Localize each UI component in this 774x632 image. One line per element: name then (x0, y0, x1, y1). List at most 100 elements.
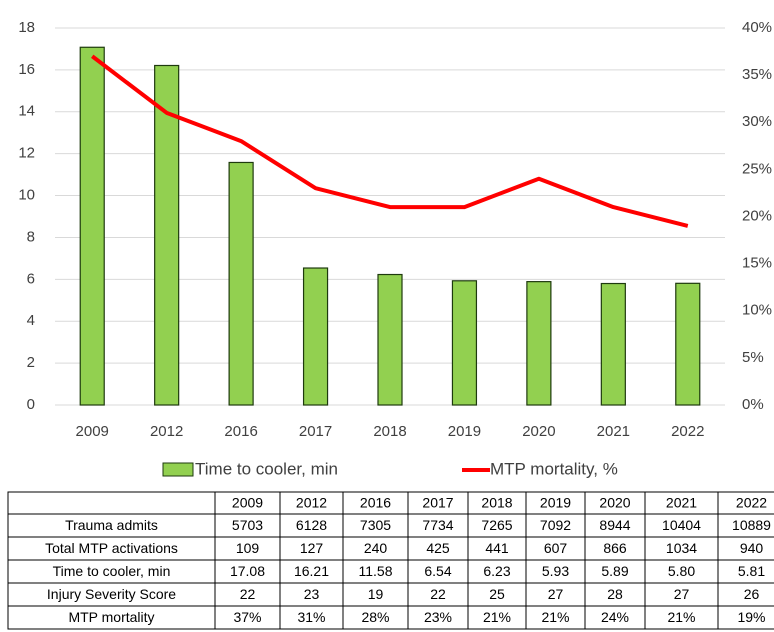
table-value: 21% (541, 609, 569, 625)
table-value: 940 (740, 540, 764, 556)
table-value: 8944 (599, 517, 630, 533)
table-value: 37% (233, 609, 261, 625)
bar (600, 282, 626, 406)
table-value: 7734 (422, 517, 453, 533)
table-cell (717, 605, 774, 630)
row-label: MTP mortality (68, 609, 154, 625)
table-value: 5.81 (738, 563, 765, 579)
table-value: 240 (364, 540, 388, 556)
y-tick-label: 8 (27, 228, 35, 245)
table-value: 22 (430, 586, 446, 602)
y-tick-label: 0 (27, 396, 35, 413)
table-value: 866 (603, 540, 627, 556)
table-value: 22 (240, 586, 256, 602)
row-label: Total MTP activations (45, 540, 178, 556)
line (91, 54, 689, 228)
table-value: 16.21 (294, 563, 329, 579)
table-value: 5.80 (668, 563, 695, 579)
table-value: 607 (544, 540, 568, 556)
table-value: 19% (737, 609, 765, 625)
table-value: 441 (485, 540, 509, 556)
table-value: 5.89 (601, 563, 628, 579)
y-tick-label: 2 (27, 354, 35, 371)
table-header: 2016 (360, 495, 391, 511)
table-value: 6128 (296, 517, 327, 533)
x-tick-label: 2016 (224, 423, 257, 440)
table-value: 10889 (732, 517, 771, 533)
table-value: 23 (304, 586, 320, 602)
bar (675, 282, 701, 406)
table-value: 28 (607, 586, 623, 602)
table-header: 2017 (422, 495, 453, 511)
table-value: 28% (361, 609, 389, 625)
y-tick-label: 14 (18, 103, 35, 120)
table-value: 5.93 (542, 563, 569, 579)
table-header: 2019 (540, 495, 571, 511)
x-tick-label: 2018 (373, 423, 406, 440)
row-label: Time to cooler, min (53, 563, 171, 579)
table-value: 6.23 (483, 563, 510, 579)
table-header: 2018 (481, 495, 512, 511)
x-tick-label: 2019 (448, 423, 481, 440)
y2-tick-label: 40% (742, 19, 772, 36)
bar (79, 46, 105, 406)
table-value: 127 (300, 540, 324, 556)
table-value: 7305 (360, 517, 391, 533)
y-tick-label: 6 (27, 270, 35, 287)
y2-tick-label: 20% (742, 207, 772, 224)
table-value: 425 (426, 540, 450, 556)
y-tick-label: 16 (18, 61, 35, 78)
y2-tick-label: 25% (742, 160, 772, 177)
table-value: 7092 (540, 517, 571, 533)
data-table: 2009 2012 2016 2017 2018 2019 2020 2021 2022 Trau… (7, 491, 774, 630)
legend-label: Time to cooler, min (195, 459, 338, 478)
table-value: 109 (236, 540, 260, 556)
bar (228, 161, 254, 406)
x-tick-label: 2009 (76, 423, 109, 440)
legend-swatch (162, 462, 194, 477)
table-value: 23% (424, 609, 452, 625)
y-tick-label: 10 (18, 187, 35, 204)
y-tick-label: 18 (18, 19, 35, 36)
bar (302, 267, 329, 406)
table-value: 25 (489, 586, 505, 602)
y2-tick-label: 10% (742, 302, 772, 319)
table-value: 27 (674, 586, 690, 602)
row-label: Injury Severity Score (47, 586, 176, 602)
y-tick-label: 12 (18, 145, 35, 162)
x-tick-label: 2022 (671, 423, 704, 440)
table-cell (7, 491, 216, 515)
x-tick-label: 2020 (522, 423, 555, 440)
x-tick-label: 2021 (597, 423, 630, 440)
y2-tick-label: 30% (742, 113, 772, 130)
table-value: 5703 (232, 517, 263, 533)
table-value: 17.08 (230, 563, 265, 579)
table-value: 24% (601, 609, 629, 625)
table-value: 26 (744, 586, 760, 602)
table-header: 2009 (232, 495, 263, 511)
x-tick-label: 2017 (299, 423, 332, 440)
x-tick-label: 2012 (150, 423, 183, 440)
table-header: 2022 (736, 495, 767, 511)
table-header: 2012 (296, 495, 327, 511)
table-value: 6.54 (424, 563, 451, 579)
table-value: 21% (483, 609, 511, 625)
table-value: 7265 (481, 517, 512, 533)
table-value: 21% (667, 609, 695, 625)
table-value: 10404 (662, 517, 701, 533)
table-value: 19 (368, 586, 384, 602)
table-header: 2021 (666, 495, 697, 511)
y2-tick-label: 35% (742, 66, 772, 83)
table-value: 31% (297, 609, 325, 625)
table-value: 27 (548, 586, 564, 602)
table-value: 1034 (666, 540, 697, 556)
bar (526, 281, 552, 406)
table-value: 11.58 (359, 563, 393, 579)
table-header: 2020 (599, 495, 630, 511)
row-label: Trauma admits (65, 517, 158, 533)
bar (377, 273, 403, 406)
y-tick-label: 4 (27, 312, 35, 329)
bar (451, 280, 478, 406)
legend-label: MTP mortality, % (490, 459, 618, 478)
